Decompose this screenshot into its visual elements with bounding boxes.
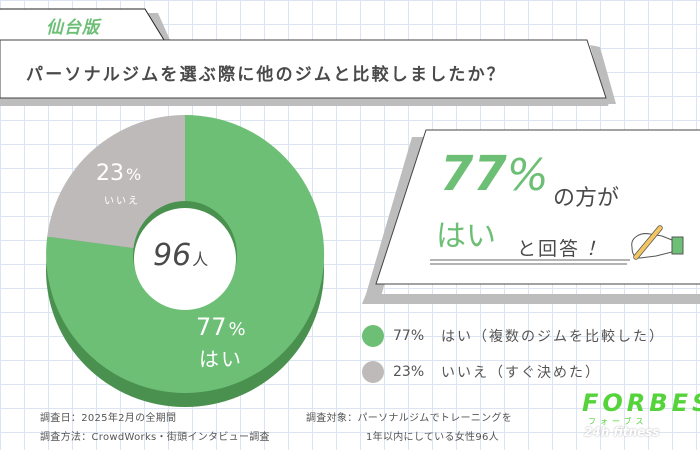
legend-dot-yes-icon xyxy=(362,325,384,347)
donut-yes-label: はい xyxy=(199,347,243,371)
donut-center-total: 96人 xyxy=(153,238,209,273)
header-banner-shapes xyxy=(0,8,616,106)
callout-suffix: の方が xyxy=(553,186,620,211)
survey-date-note: 調査日：2025年2月の全期間 xyxy=(40,413,177,424)
callout-big-percent: 77% xyxy=(440,146,549,202)
legend-dot-no-icon xyxy=(362,361,384,383)
legend-label: いいえ（すぐ決めた） xyxy=(441,365,601,381)
chart-legend: 77% はい（複数のジムを比較した） 23% いいえ（すぐ決めた） xyxy=(362,318,665,390)
legend-pct: 77% xyxy=(393,328,425,344)
callout-answer-suffix: と回答！ xyxy=(517,238,608,260)
survey-target-note-cont: 1年以内にしている女性96人 xyxy=(366,432,499,443)
logo-kana-text: フォーブス xyxy=(588,417,648,426)
legend-item-no: 23% いいえ（すぐ決めた） xyxy=(362,354,665,390)
legend-item-yes: 77% はい（複数のジムを比較した） xyxy=(362,318,665,354)
survey-target-note: 調査対象：パーソナルジムでトレーニングを xyxy=(306,413,512,424)
callout-answer: はい xyxy=(436,219,496,254)
survey-method-note: 調査方法：CrowdWorks・街頭インタビュー調査 xyxy=(40,432,270,443)
hand-pencil-icon xyxy=(631,225,684,260)
logo-main-text: FORBES xyxy=(582,389,700,417)
question-title: パーソナルジムを選ぶ際に他のジムと比較しましたか？ xyxy=(26,65,506,85)
donut-no-percent: 23% xyxy=(96,161,142,186)
donut-yes-percent: 77% xyxy=(196,313,246,341)
logo-sub-text: 24h fitness xyxy=(584,425,660,439)
legend-pct: 23% xyxy=(393,364,425,380)
edition-label: 仙台版 xyxy=(46,18,100,38)
legend-label: はい（複数のジムを比較した） xyxy=(441,329,665,345)
donut-no-label: いいえ xyxy=(104,196,140,207)
